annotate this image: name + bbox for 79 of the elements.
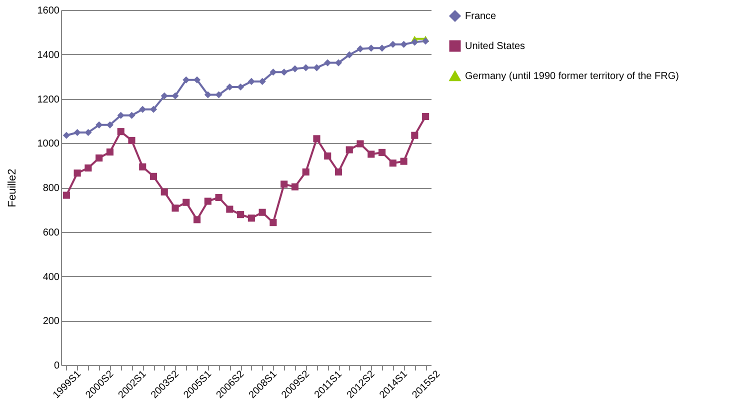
legend-label: Germany (until 1990 former territory of the FRG)	[465, 71, 679, 82]
point	[182, 198, 190, 206]
point	[117, 128, 124, 136]
y-tick-label: 400	[42, 272, 60, 283]
point	[226, 206, 234, 213]
y-axis-title: Feuille2	[6, 168, 18, 208]
point	[324, 152, 332, 160]
point	[215, 194, 222, 202]
y-tick-label: 200	[42, 316, 60, 328]
point	[258, 208, 266, 216]
legend-label: United States	[465, 41, 526, 52]
point	[356, 45, 364, 52]
point	[106, 148, 114, 156]
point	[74, 170, 81, 177]
point	[291, 183, 299, 190]
point	[378, 148, 386, 156]
point	[270, 219, 277, 226]
point	[150, 172, 158, 180]
point	[139, 106, 146, 113]
point	[258, 78, 266, 85]
point	[356, 140, 364, 148]
y-tick-label: 0	[54, 360, 60, 372]
point	[400, 158, 408, 165]
point	[368, 44, 375, 52]
point	[368, 150, 375, 158]
point	[204, 198, 212, 205]
point	[96, 121, 103, 128]
point	[204, 91, 212, 98]
point	[193, 216, 201, 224]
point	[172, 204, 179, 212]
y-tick-label: 800	[42, 183, 60, 194]
y-tick-label: 600	[42, 227, 60, 238]
point	[389, 160, 396, 167]
point	[84, 128, 92, 136]
point	[150, 106, 158, 113]
point	[117, 112, 124, 119]
point	[215, 91, 222, 98]
point	[106, 121, 114, 128]
y-tick-label: 1600	[37, 6, 60, 16]
point	[270, 68, 277, 76]
point	[172, 92, 179, 100]
point	[422, 112, 430, 120]
point	[324, 59, 332, 66]
y-tick-label: 1000	[37, 138, 60, 150]
point	[128, 112, 136, 119]
point	[346, 146, 353, 154]
point	[128, 136, 136, 144]
point	[237, 83, 244, 91]
point	[160, 188, 168, 196]
point	[302, 64, 310, 72]
point	[96, 154, 103, 162]
point	[280, 180, 288, 188]
point	[237, 211, 244, 218]
point	[280, 68, 288, 76]
point	[302, 168, 310, 176]
point	[84, 164, 92, 172]
point	[313, 135, 320, 142]
point	[334, 168, 342, 176]
point	[160, 92, 168, 100]
point	[74, 128, 81, 136]
y-tick-label: 1200	[37, 94, 60, 106]
point	[389, 40, 396, 48]
point	[334, 59, 342, 66]
point	[313, 64, 320, 72]
point	[378, 44, 386, 52]
point	[346, 51, 353, 58]
point	[139, 163, 146, 170]
point	[182, 76, 190, 84]
point	[62, 192, 70, 199]
point	[226, 83, 234, 91]
point	[411, 132, 418, 139]
point	[400, 40, 408, 48]
legend-label: France	[465, 11, 497, 22]
point	[248, 214, 255, 222]
y-tick-label: 1400	[37, 50, 60, 61]
point	[291, 65, 299, 72]
point	[62, 132, 70, 139]
point	[193, 76, 201, 84]
point	[248, 78, 255, 85]
